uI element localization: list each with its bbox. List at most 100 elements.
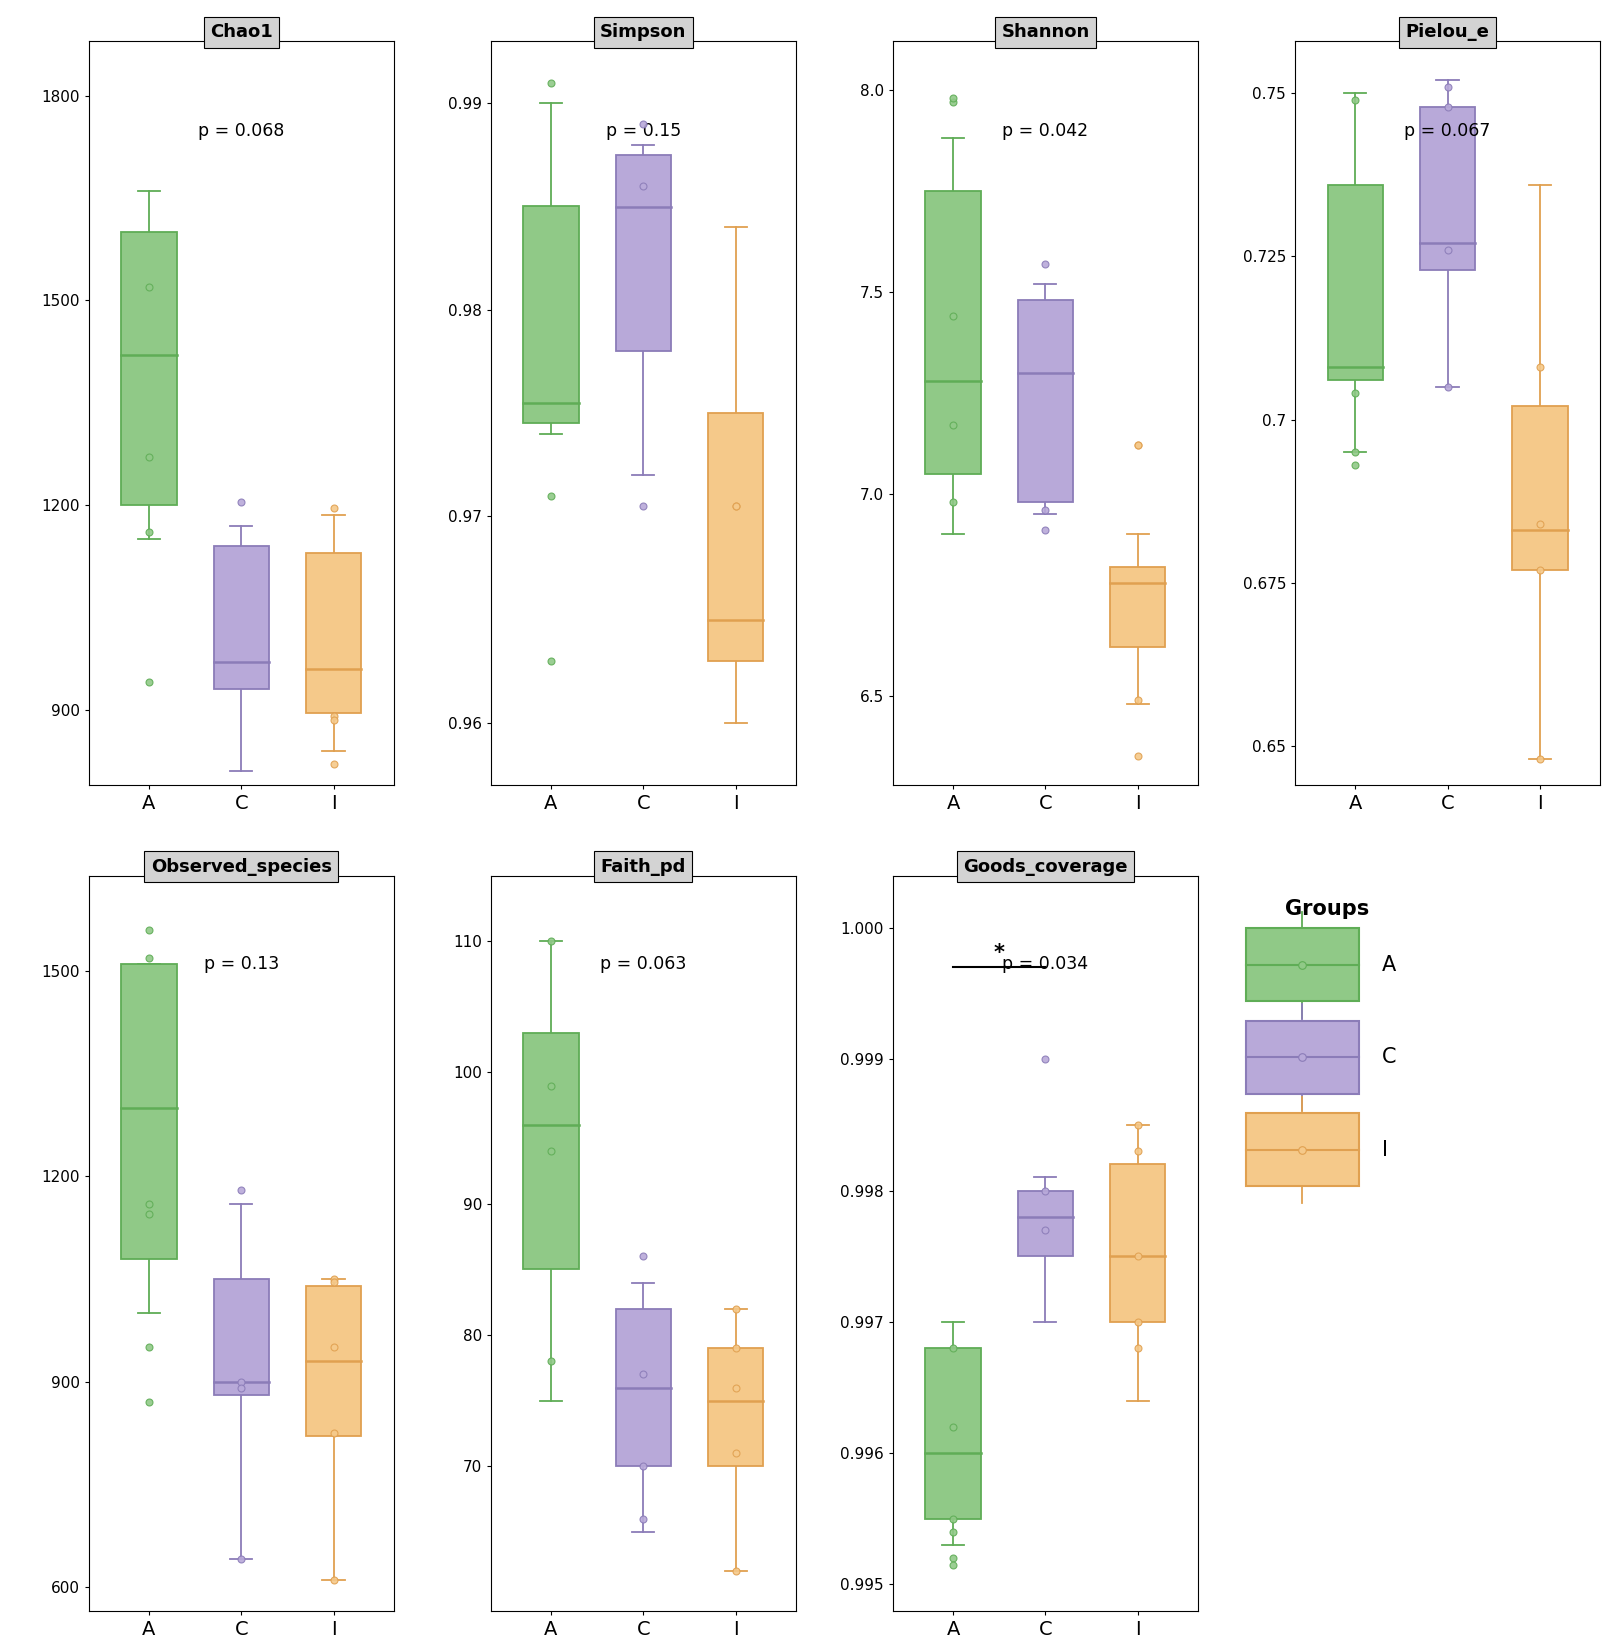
Bar (121, 965, 176, 1259)
Point (941, 84, 966, 111)
Point (1033, 251, 1058, 278)
Point (1125, 1242, 1151, 1269)
Point (1343, 88, 1369, 114)
Point (136, 1389, 162, 1416)
Point (941, 1335, 966, 1361)
Point (228, 489, 254, 515)
Point (1125, 1112, 1151, 1138)
Point (630, 1454, 656, 1480)
Point (136, 1201, 162, 1227)
Text: *: * (994, 943, 1005, 963)
Point (1527, 354, 1553, 380)
Point (228, 1374, 254, 1401)
Point (1290, 1044, 1315, 1070)
Bar (213, 547, 268, 689)
Text: C: C (1382, 1047, 1396, 1067)
Point (538, 1348, 564, 1374)
Text: A: A (1382, 955, 1396, 975)
Point (320, 1335, 346, 1361)
Point (538, 69, 564, 96)
Point (1290, 952, 1315, 978)
Bar (305, 553, 362, 714)
Bar (708, 1348, 763, 1467)
Text: Chao1: Chao1 (210, 23, 273, 41)
Point (722, 492, 748, 519)
Point (941, 1414, 966, 1441)
Bar (1246, 1113, 1359, 1186)
Text: Faith_pd: Faith_pd (601, 857, 687, 876)
Bar (305, 1285, 362, 1436)
Bar (926, 190, 981, 474)
Text: I: I (1382, 1140, 1388, 1160)
Point (136, 1191, 162, 1218)
Text: Goods_coverage: Goods_coverage (963, 857, 1128, 876)
Bar (121, 233, 176, 506)
Bar (1018, 301, 1073, 502)
Point (630, 1361, 656, 1388)
Point (1125, 433, 1151, 459)
Text: Observed_species: Observed_species (150, 857, 331, 876)
Point (1125, 743, 1151, 770)
Point (1290, 1137, 1315, 1163)
Text: p = 0.13: p = 0.13 (204, 955, 280, 973)
Point (538, 928, 564, 955)
Bar (616, 1308, 671, 1467)
Point (320, 1265, 346, 1292)
Point (538, 1072, 564, 1099)
Text: p = 0.067: p = 0.067 (1404, 122, 1490, 139)
Bar (1513, 406, 1568, 570)
Point (1343, 453, 1369, 479)
Point (722, 1558, 748, 1584)
Point (722, 492, 748, 519)
Point (630, 834, 656, 861)
Text: p = 0.042: p = 0.042 (1002, 122, 1089, 139)
Bar (1420, 106, 1475, 269)
Text: Shannon: Shannon (1002, 23, 1089, 41)
Point (538, 482, 564, 509)
Point (630, 492, 656, 519)
Text: p = 0.063: p = 0.063 (600, 955, 687, 973)
Bar (213, 1279, 268, 1396)
Point (941, 302, 966, 329)
Point (1343, 439, 1369, 466)
Point (1125, 1138, 1151, 1165)
Point (228, 1546, 254, 1573)
Point (136, 1335, 162, 1361)
Point (941, 1545, 966, 1571)
Point (941, 489, 966, 515)
Text: p = 0.034: p = 0.034 (1002, 955, 1089, 973)
Point (1125, 1308, 1151, 1335)
Point (136, 519, 162, 545)
Point (1125, 433, 1151, 459)
Point (1527, 557, 1553, 583)
Bar (1246, 1021, 1359, 1094)
Point (941, 1551, 966, 1578)
Point (1343, 380, 1369, 406)
Point (320, 707, 346, 733)
Point (1435, 236, 1461, 263)
Point (941, 1505, 966, 1531)
Bar (926, 1348, 981, 1518)
Point (136, 945, 162, 971)
Point (538, 1138, 564, 1165)
Point (1125, 687, 1151, 714)
Point (320, 704, 346, 730)
Point (722, 834, 748, 861)
Point (136, 444, 162, 471)
Point (941, 1518, 966, 1545)
Point (228, 1176, 254, 1203)
Point (1435, 93, 1461, 119)
Point (228, 778, 254, 805)
Text: p = 0.15: p = 0.15 (606, 122, 680, 139)
Text: p = 0.068: p = 0.068 (199, 122, 284, 139)
Point (136, 669, 162, 695)
Point (722, 1374, 748, 1401)
Point (1033, 1178, 1058, 1204)
Point (722, 1441, 748, 1467)
Point (320, 1419, 346, 1446)
Point (1033, 517, 1058, 544)
Text: Simpson: Simpson (600, 23, 687, 41)
Point (1435, 373, 1461, 400)
Text: Pielou_e: Pielou_e (1406, 23, 1490, 41)
Point (1527, 510, 1553, 537)
